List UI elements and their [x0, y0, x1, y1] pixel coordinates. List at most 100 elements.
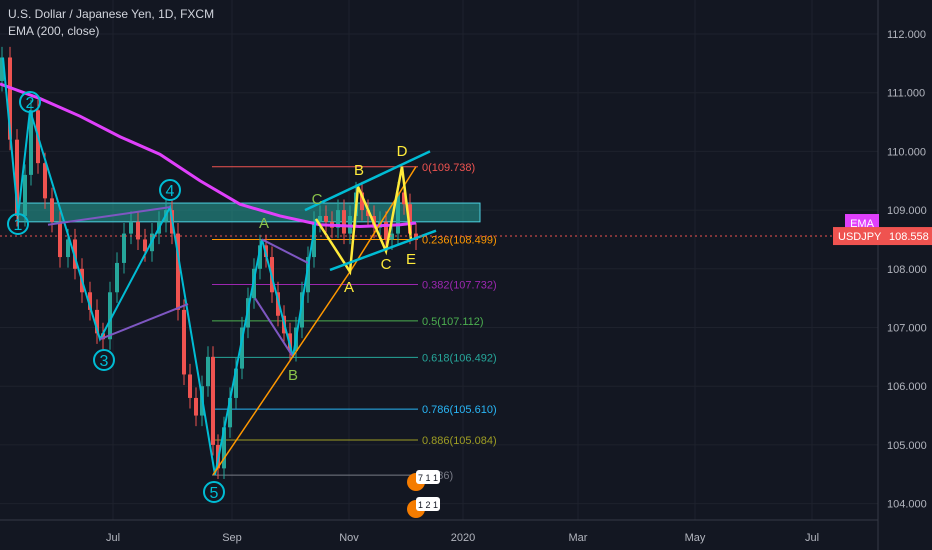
candle-body	[211, 356, 215, 445]
elliott-wave-marker	[7, 213, 29, 235]
pattern-label: A	[344, 279, 354, 296]
candle-body	[8, 57, 12, 140]
candle-body	[129, 221, 133, 234]
candle-body	[66, 239, 70, 258]
candle-body	[342, 210, 346, 234]
candle-body	[396, 192, 400, 234]
elliott-wave-label: 1	[14, 217, 23, 234]
abc-channel-upper	[261, 238, 309, 264]
candle-body	[258, 245, 262, 269]
elliott-wave-label: 3	[100, 353, 109, 370]
fib-level-label: 0(109.738)	[422, 162, 475, 174]
abcde-line	[314, 166, 413, 276]
event-badge-box	[416, 497, 440, 511]
candle-body	[194, 397, 198, 416]
price-tick-label: 112.000	[887, 29, 926, 41]
candle-body	[300, 292, 304, 328]
last-price-value: 108.558	[889, 231, 929, 243]
pattern-label: B	[288, 367, 298, 384]
triangle-lower-line	[99, 303, 189, 341]
elliott-wave-label: 4	[166, 183, 175, 200]
candle-body	[366, 210, 370, 216]
candle-body	[408, 204, 412, 234]
candle-body	[188, 374, 192, 398]
trend-line-1	[212, 271, 351, 476]
candle-body	[0, 57, 4, 81]
candle-body	[95, 309, 99, 334]
fib-level-label: 0.236(108.499)	[422, 235, 497, 247]
candle-body	[50, 198, 54, 222]
ema-line	[0, 82, 417, 229]
elliott-wave-label: 2	[26, 95, 35, 112]
price-tick-label: 105.000	[887, 440, 927, 452]
candle-body	[312, 221, 316, 258]
price-tick-label: 110.000	[887, 146, 926, 158]
channel-upper-line	[304, 150, 431, 212]
candle-body	[318, 215, 322, 222]
fib-level-label: 0.382(107.732)	[422, 280, 497, 292]
abc-green-line	[214, 218, 317, 476]
fib-level-label: 0.618(106.492)	[422, 352, 497, 364]
fib-level-label: 0.786(105.610)	[422, 404, 497, 416]
candle-body	[240, 327, 244, 369]
last-price-tag-box	[833, 227, 932, 246]
triangle-upper-line	[47, 206, 171, 226]
last-price-symbol: USDJPY	[838, 231, 882, 243]
candle-body	[176, 233, 180, 310]
candle-body	[43, 163, 47, 199]
elliott-wave-line	[2, 57, 216, 476]
candle-body	[29, 110, 33, 175]
candle-body	[276, 292, 280, 316]
symbol-title: U.S. Dollar / Japanese Yen, 1D, FXCM	[8, 7, 215, 21]
elliott-wave-marker	[19, 91, 41, 113]
fib-level-label: 0.5(107.112)	[422, 316, 484, 328]
candle-body	[101, 333, 105, 340]
event-badge-label: 7 1 1	[418, 473, 438, 483]
candle-body	[15, 139, 19, 216]
candle-body	[360, 192, 364, 211]
elliott-wave-marker	[203, 481, 225, 503]
candle-body	[88, 292, 92, 310]
price-tick-label: 111.000	[887, 88, 925, 100]
candle-body	[136, 221, 140, 240]
candle-body	[306, 257, 310, 293]
abc-channel-lower	[254, 297, 294, 358]
time-tick-label: 2020	[451, 532, 475, 544]
candle-body	[108, 292, 112, 340]
event-badge-label: 1 2 1	[418, 500, 438, 510]
time-tick-label: Jul	[106, 532, 120, 544]
price-tick-label: 109.000	[887, 205, 927, 217]
chart-legend: U.S. Dollar / Japanese Yen, 1D, FXCM EMA…	[8, 6, 214, 40]
candle-body	[384, 221, 388, 240]
pattern-label: C	[381, 256, 392, 273]
channel-lower-line	[329, 229, 437, 272]
fib-level-label: 0.886(105.084)	[422, 435, 497, 447]
pattern-label: E	[406, 251, 416, 268]
candle-body	[206, 356, 210, 387]
candle-body	[115, 262, 119, 293]
time-tick-label: May	[685, 532, 706, 544]
elliott-wave-marker	[159, 179, 181, 201]
price-tick-label: 108.000	[887, 264, 927, 276]
event-badge-box	[416, 470, 440, 484]
candle-body	[182, 309, 186, 375]
pattern-label: D	[397, 143, 408, 160]
indicator-title: EMA (200, close)	[8, 24, 100, 38]
candle-body	[402, 192, 406, 205]
price-tick-label: 106.000	[887, 381, 927, 393]
elliott-wave-label: 5	[210, 485, 219, 502]
candle-body	[234, 368, 238, 398]
candle-body	[324, 215, 328, 222]
ema-tag-label: EMA	[850, 218, 875, 230]
pattern-label: A	[259, 215, 269, 232]
time-tick-label: Sep	[222, 532, 242, 544]
price-tick-label: 104.000	[887, 499, 927, 511]
time-tick-label: Nov	[339, 532, 359, 544]
candle-body	[336, 210, 340, 228]
time-tick-label: Mar	[569, 532, 588, 544]
candle-body	[228, 397, 232, 428]
time-tick-label: Jul	[805, 532, 819, 544]
pattern-label: B	[354, 162, 364, 179]
candle-body	[23, 174, 27, 216]
